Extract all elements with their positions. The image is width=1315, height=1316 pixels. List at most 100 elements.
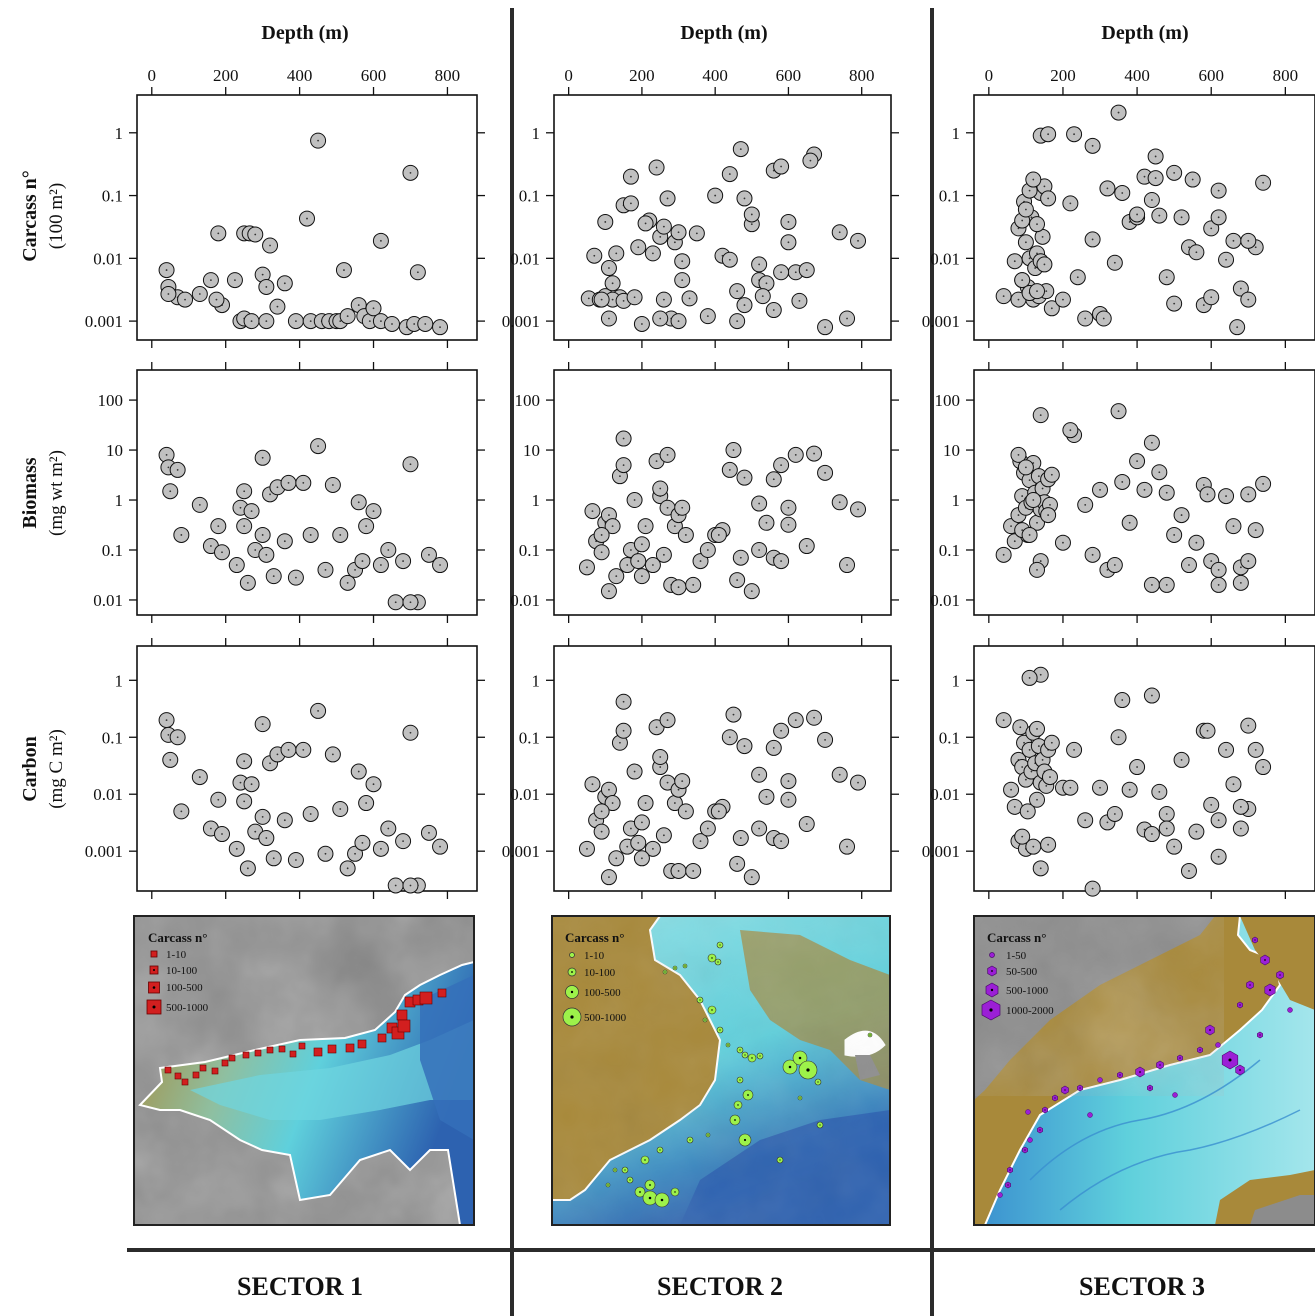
row-unit-carbon: (mg C m²) (46, 729, 67, 809)
map1-legend-2: 10-100 (166, 965, 198, 977)
data-point-center (306, 217, 308, 220)
data-point-center (662, 834, 665, 837)
data-point-center (402, 560, 404, 562)
map-marker-center (629, 1179, 631, 1181)
data-point-center (1239, 287, 1242, 290)
data-point-center (1069, 786, 1072, 789)
y-tick-label: 1 (532, 124, 541, 143)
data-point-center (346, 315, 349, 318)
data-point-center (608, 876, 610, 879)
data-point-center (276, 486, 279, 489)
map3-markers (997, 936, 1293, 1198)
data-point-center (261, 273, 264, 276)
sector-label-1: SECTOR 1 (237, 1272, 363, 1301)
data-point-center (1154, 155, 1157, 158)
data-point-center (269, 762, 271, 765)
data-point-center (416, 271, 419, 274)
data-point-center (1002, 553, 1005, 556)
data-point-center (339, 534, 342, 536)
data-point-center (372, 783, 375, 786)
data-point-center (1041, 759, 1044, 761)
map-marker (1215, 1042, 1221, 1048)
data-point-center (1024, 208, 1027, 211)
map-marker-center (779, 1159, 781, 1161)
data-point-center (608, 590, 610, 593)
map1-legend-4: 500-1000 (166, 1002, 209, 1014)
data-point-center (295, 576, 297, 579)
map-marker-center (639, 1191, 641, 1193)
map-sector-3: Carcass n° 1-50 50-500 500-1000 1000-200… (973, 915, 1315, 1226)
data-point-center (169, 490, 172, 493)
map-marker-center (1199, 1049, 1201, 1051)
y-tick-label: 0.01 (510, 785, 540, 804)
y-tick-label: 0.001 (922, 842, 960, 861)
data-point-center (1210, 227, 1213, 230)
x-tick-label: 600 (776, 66, 802, 85)
data-point-center (1034, 267, 1037, 269)
data-point-center (1121, 699, 1124, 701)
map-sector-1: Carcass n° 1-10 10-100 100-500 500-1000 (133, 915, 475, 1226)
map-marker-center (1044, 1109, 1046, 1111)
data-point-center (1069, 202, 1072, 205)
data-point-center (413, 323, 416, 325)
data-point-center (780, 840, 783, 843)
map2-legend-title: Carcass n° (565, 930, 625, 945)
data-point-center (750, 223, 753, 226)
data-point-center (261, 815, 264, 818)
data-point-center (794, 271, 797, 274)
map2-legend-3: 100-500 (584, 987, 621, 999)
data-point-center (662, 225, 665, 228)
data-point-center (706, 315, 709, 318)
data-point-center (1165, 491, 1168, 494)
data-point-center (736, 290, 739, 293)
map3-legend-2: 50-500 (1006, 966, 1038, 978)
data-point-center (1091, 238, 1094, 241)
data-point-center (1158, 214, 1161, 217)
y-tick-label: 1 (115, 671, 124, 690)
map-marker-center (1259, 1034, 1261, 1036)
map1-legend-3: 100-500 (166, 982, 203, 994)
data-point-center (794, 453, 797, 456)
depth-axis-title-s2: Depth (m) (680, 22, 767, 44)
data-point-center (1247, 298, 1250, 301)
data-point-center (439, 845, 441, 848)
data-point-center (587, 297, 590, 300)
data-point-center (655, 726, 658, 729)
data-point-center (739, 837, 742, 839)
data-point-center (169, 759, 172, 761)
map-marker-center (1264, 959, 1266, 961)
data-point-center (1028, 534, 1031, 536)
data-point-center (1073, 133, 1075, 136)
data-point-center (1113, 564, 1116, 566)
data-point-center (644, 222, 647, 225)
data-point-center (184, 298, 186, 301)
data-point-center (1030, 770, 1033, 773)
data-point-center (1173, 845, 1176, 848)
data-point-center (250, 783, 253, 786)
data-point-center (652, 847, 654, 850)
data-point-center (743, 197, 746, 200)
data-point-center (644, 525, 647, 528)
data-point-center (1084, 503, 1087, 506)
map-marker-center (1179, 1057, 1181, 1059)
data-point-center (1180, 514, 1183, 516)
map-marker-center (798, 1056, 802, 1060)
map-marker (313, 1047, 323, 1057)
data-point-center (1217, 855, 1220, 858)
data-point-center (1036, 798, 1038, 801)
x-tick-label: 0 (985, 66, 994, 85)
map-marker-center (684, 965, 686, 967)
data-point-center (1099, 488, 1101, 491)
data-point-center (180, 810, 183, 813)
data-point-center (1050, 473, 1053, 476)
data-point-center (758, 263, 761, 266)
data-point-center (780, 271, 783, 274)
data-point-center (1021, 495, 1024, 497)
map-marker-center (1268, 988, 1272, 992)
map-marker-center (1039, 1129, 1041, 1131)
depth-axis-title-s1: Depth (m) (261, 22, 348, 44)
data-point-center (331, 753, 334, 756)
data-point-center (250, 510, 253, 513)
data-point-center (666, 453, 669, 456)
data-point-center (394, 884, 397, 887)
